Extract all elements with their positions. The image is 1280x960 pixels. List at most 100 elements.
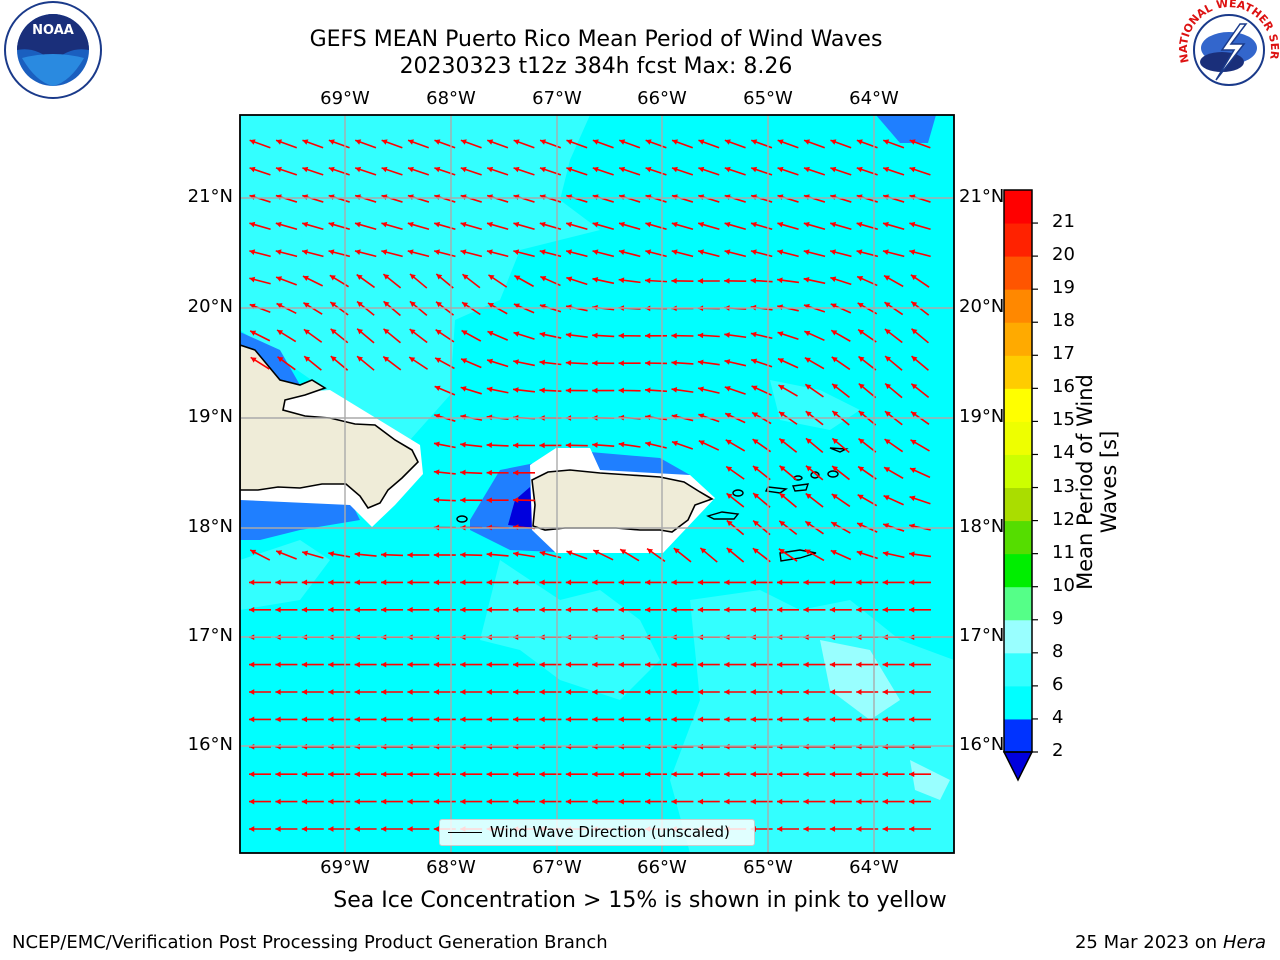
wave-direction-arrowhead <box>249 826 255 832</box>
wave-direction-arrowhead <box>357 328 364 335</box>
wave-direction-arrowhead <box>803 579 809 586</box>
wave-direction-arrowhead <box>698 386 704 393</box>
wave-direction-arrowhead <box>884 329 891 335</box>
wave-direction-arrowhead <box>829 771 836 778</box>
wave-direction-arrowhead <box>777 277 783 284</box>
wave-direction-arrowhead <box>857 494 864 500</box>
wave-direction-arrowhead <box>697 278 704 284</box>
wave-direction-arrowhead <box>381 579 387 586</box>
wave-direction-arrowhead <box>409 273 416 280</box>
lat-label-left: 21°N <box>187 186 233 207</box>
wave-direction-arrowhead <box>565 442 572 449</box>
wave-direction-arrowhead <box>566 276 573 282</box>
wave-direction-arrowhead <box>803 221 810 228</box>
wave-direction-arrowhead <box>249 303 256 310</box>
wave-direction-arrowhead <box>566 249 572 255</box>
wave-direction-arrowhead <box>433 689 440 695</box>
colorbar-tick-label: 19 <box>1052 277 1075 299</box>
wave-direction-arrowhead <box>752 412 759 418</box>
colorbar-segment <box>1004 256 1032 290</box>
wave-direction-arrowhead <box>752 465 759 472</box>
wave-direction-arrowhead <box>750 606 756 613</box>
wave-direction-arrowhead <box>539 221 546 228</box>
wave-direction-arrowhead <box>461 330 468 336</box>
wave-direction-arrowhead <box>539 387 545 394</box>
wave-direction-arrowhead <box>751 385 758 391</box>
colorbar-segment <box>1004 718 1032 753</box>
wave-direction-arrowhead <box>805 521 812 527</box>
lat-label-right: 16°N <box>959 734 1005 755</box>
wave-direction-arrowhead <box>249 276 256 283</box>
wave-direction-arrowhead <box>618 689 624 695</box>
wave-direction-arrowhead <box>698 221 705 228</box>
colorbar-segment <box>1004 190 1032 224</box>
wave-direction-arrowhead <box>911 301 918 308</box>
wave-direction-arrowhead <box>777 139 784 145</box>
wave-direction-arrowhead <box>433 661 440 668</box>
wave-direction-arrowhead <box>433 579 440 586</box>
wave-direction-arrowhead <box>250 357 257 363</box>
wave-direction-arrowhead <box>910 411 917 418</box>
footer-date: 25 Mar 2023 on Hera <box>1075 932 1266 953</box>
wave-direction-arrowhead <box>592 661 598 668</box>
colorbar-tick-label: 20 <box>1052 244 1075 266</box>
lon-label-top: 69°W <box>320 88 370 109</box>
wave-direction-arrowhead <box>460 716 466 723</box>
wave-direction-arrowhead <box>832 383 839 390</box>
wave-direction-arrowhead <box>540 139 546 145</box>
wave-direction-arrowhead <box>592 442 598 448</box>
wave-direction-arrowhead <box>751 139 758 145</box>
wave-direction-arrowhead <box>249 606 255 613</box>
wave-direction-arrowhead <box>645 249 652 255</box>
wave-direction-arrowhead <box>803 798 809 805</box>
wave-direction-arrowhead <box>858 329 865 335</box>
wave-direction-arrowhead <box>275 606 281 613</box>
lat-label-right: 19°N <box>959 406 1005 427</box>
lat-label-left: 19°N <box>187 406 233 427</box>
colorbar-segment <box>1004 586 1032 621</box>
wave-direction-arrowhead <box>724 661 730 668</box>
wave-direction-arrowhead <box>909 606 915 613</box>
wave-direction-arrowhead <box>856 661 862 668</box>
wave-direction-arrowhead <box>355 221 361 228</box>
wave-direction-arrowhead <box>328 579 334 586</box>
wave-direction-arrowhead <box>671 716 677 723</box>
colorbar-segment <box>1004 322 1032 356</box>
wave-direction-arrowhead <box>750 798 756 805</box>
wave-direction-arrowhead <box>354 661 360 668</box>
wave-direction-arrowhead <box>832 438 839 444</box>
wave-direction-arrowhead <box>803 826 809 832</box>
wave-direction-arrowhead <box>909 661 915 668</box>
wave-direction-arrowhead <box>882 606 888 613</box>
wave-direction-arrowhead <box>671 798 677 805</box>
wave-direction-arrowhead <box>304 356 311 362</box>
wave-direction-arrowhead <box>618 387 624 394</box>
wave-direction-arrowhead <box>645 441 652 447</box>
wave-direction-arrowhead <box>276 276 283 282</box>
wave-direction-arrowhead <box>882 550 889 557</box>
wave-direction-arrowhead <box>407 166 414 173</box>
wave-direction-arrowhead <box>328 826 334 832</box>
wave-direction-arrowhead <box>486 551 493 558</box>
wave-direction-arrowhead <box>436 301 442 308</box>
wave-direction-arrowhead <box>697 798 704 805</box>
wave-direction-arrowhead <box>909 798 915 805</box>
wave-direction-arrowhead <box>486 469 492 476</box>
wave-direction-arrowhead <box>645 771 651 778</box>
wave-direction-arrowhead <box>301 826 308 832</box>
wave-direction-arrowhead <box>829 798 836 805</box>
wave-direction-arrowhead <box>618 277 625 284</box>
wave-direction-arrowhead <box>486 716 492 723</box>
wave-direction-arrowhead <box>275 771 281 778</box>
colorbar-segment <box>1004 487 1032 522</box>
wave-direction-arrowhead <box>803 166 810 173</box>
wave-direction-arrowhead <box>436 273 443 280</box>
wave-direction-arrowhead <box>383 328 390 335</box>
colorbar-under-arrow <box>1002 751 1034 782</box>
wave-direction-arrowhead <box>460 386 467 392</box>
wave-direction-arrowhead <box>777 716 783 723</box>
wave-direction-arrowhead <box>803 661 809 668</box>
wave-direction-arrowhead <box>328 798 334 805</box>
wave-direction-arrowhead <box>354 249 361 255</box>
footer-host: Hera <box>1222 932 1266 953</box>
